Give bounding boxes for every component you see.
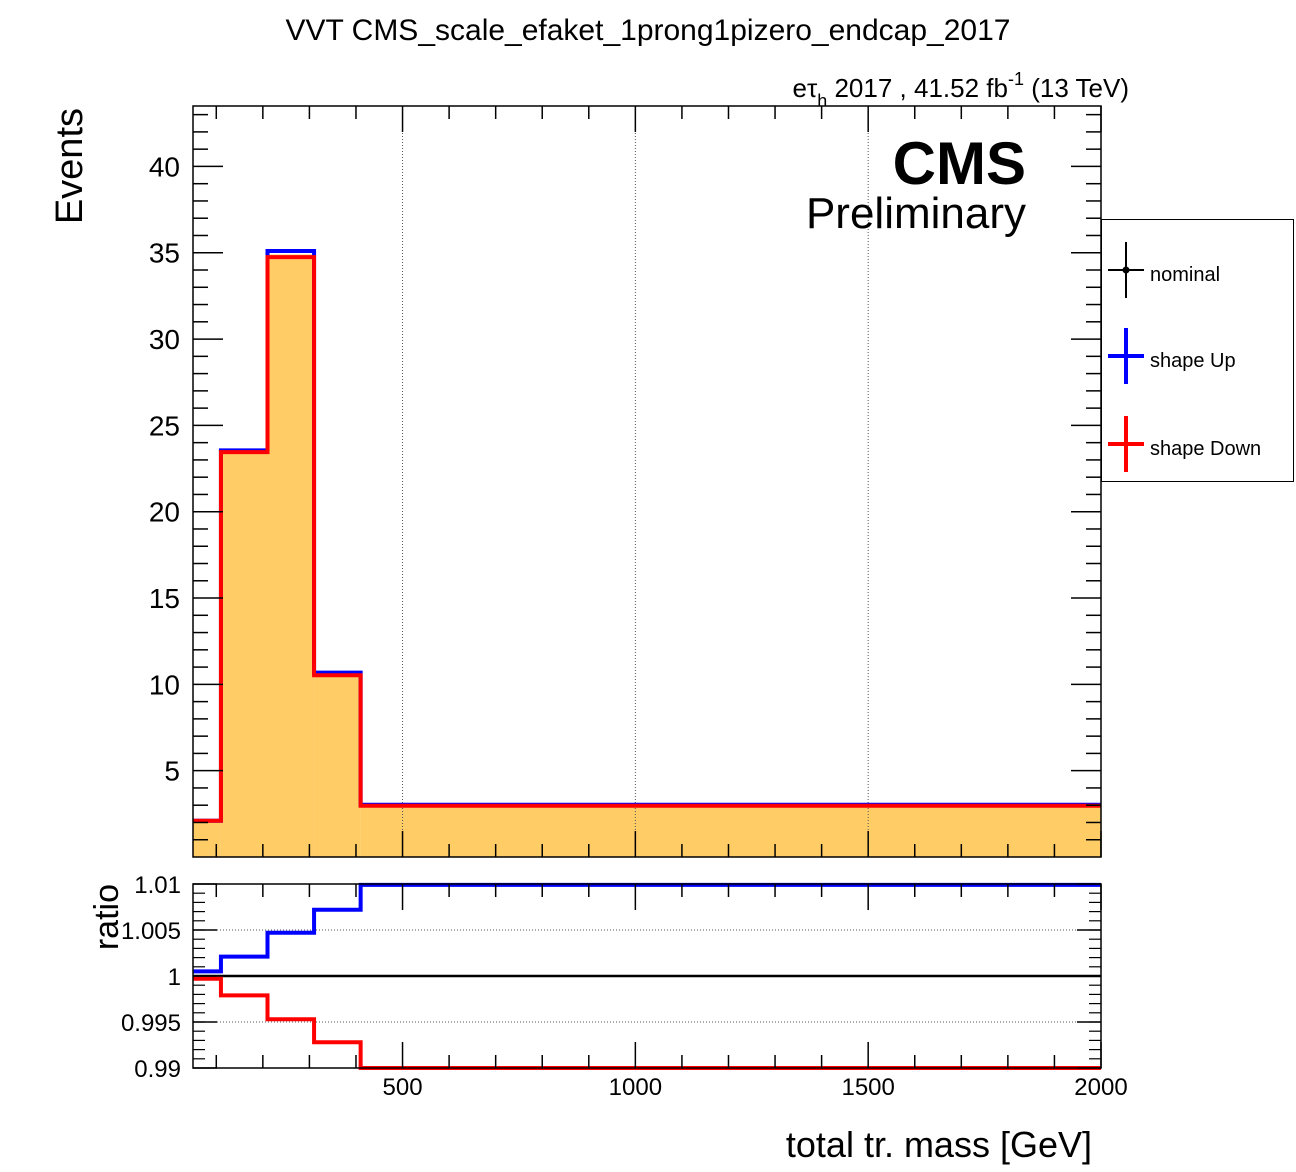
legend-item-shape-up: shape Up: [1102, 328, 1295, 384]
y-tick-label: 15: [149, 583, 180, 614]
lumi-sup: -1: [1008, 69, 1024, 89]
y-tick-label: 40: [149, 151, 180, 182]
ratio-line-shape-up: [193, 882, 1101, 974]
nominal-bin: [267, 254, 315, 857]
y-tick-label: 25: [149, 410, 180, 441]
y-tick-label: 20: [149, 497, 180, 528]
legend-item-shape-down: shape Down: [1102, 416, 1295, 472]
x-tick-label: 500: [383, 1074, 423, 1101]
ratio-line-shape-down: [193, 976, 1101, 1070]
legend-item-nominal: nominal: [1102, 242, 1295, 298]
line-cross-icon: [1108, 328, 1144, 384]
legend-label-shape-down: shape Down: [1150, 438, 1262, 460]
ratio-tick-label: 1.005: [121, 918, 181, 945]
legend: nominal shape Up shape Down: [1101, 219, 1294, 482]
nominal-bin: [314, 673, 361, 857]
y-tick-label: 35: [149, 238, 180, 269]
x-tick-label: 1000: [609, 1074, 662, 1101]
ratio-tick-label: 0.995: [121, 1010, 181, 1037]
main-plot: 5 10 15 20 25 30 35 40: [149, 105, 1102, 858]
cms-label: CMS: [893, 130, 1026, 197]
chart-title: VVT CMS_scale_efaket_1prong1pizero_endca…: [286, 14, 1011, 47]
ratio-tick-label: 0.99: [134, 1056, 181, 1083]
y-tick-label: 10: [149, 669, 180, 700]
y-tick-label: 30: [149, 324, 180, 355]
nominal-bin: [220, 451, 268, 857]
lumi-prefix: eτ: [793, 73, 818, 103]
lumi-sub: h: [817, 91, 827, 111]
marker-cross-icon: [1108, 242, 1144, 298]
legend-label-nominal: nominal: [1150, 264, 1221, 286]
y-axis-label: Events: [49, 108, 91, 224]
line-cross-icon: [1108, 416, 1144, 472]
ratio-plot: 0.99 0.995 1 1.005 1.01 500 1000 1500 2000: [121, 872, 1128, 1101]
lumi-label: eτh 2017 , 41.52 fb-1 (13 TeV): [793, 69, 1130, 111]
legend-label-shape-up: shape Up: [1150, 350, 1236, 372]
cms-sublabel: Preliminary: [806, 189, 1026, 238]
lumi-suffix: (13 TeV): [1024, 73, 1129, 103]
ratio-tick-label: 1.01: [134, 872, 181, 899]
nominal-bin: [360, 805, 1102, 857]
ratio-y-axis-label: ratio: [88, 884, 126, 950]
x-axis-label: total tr. mass [GeV]: [786, 1124, 1092, 1165]
x-tick-label: 2000: [1074, 1074, 1127, 1101]
y-tick-label: 5: [164, 756, 180, 787]
lumi-text: 2017 , 41.52 fb: [827, 73, 1008, 103]
ratio-tick-label: 1: [168, 964, 181, 991]
series-line-shape-down: [193, 255, 1101, 823]
x-tick-label: 1500: [841, 1074, 894, 1101]
